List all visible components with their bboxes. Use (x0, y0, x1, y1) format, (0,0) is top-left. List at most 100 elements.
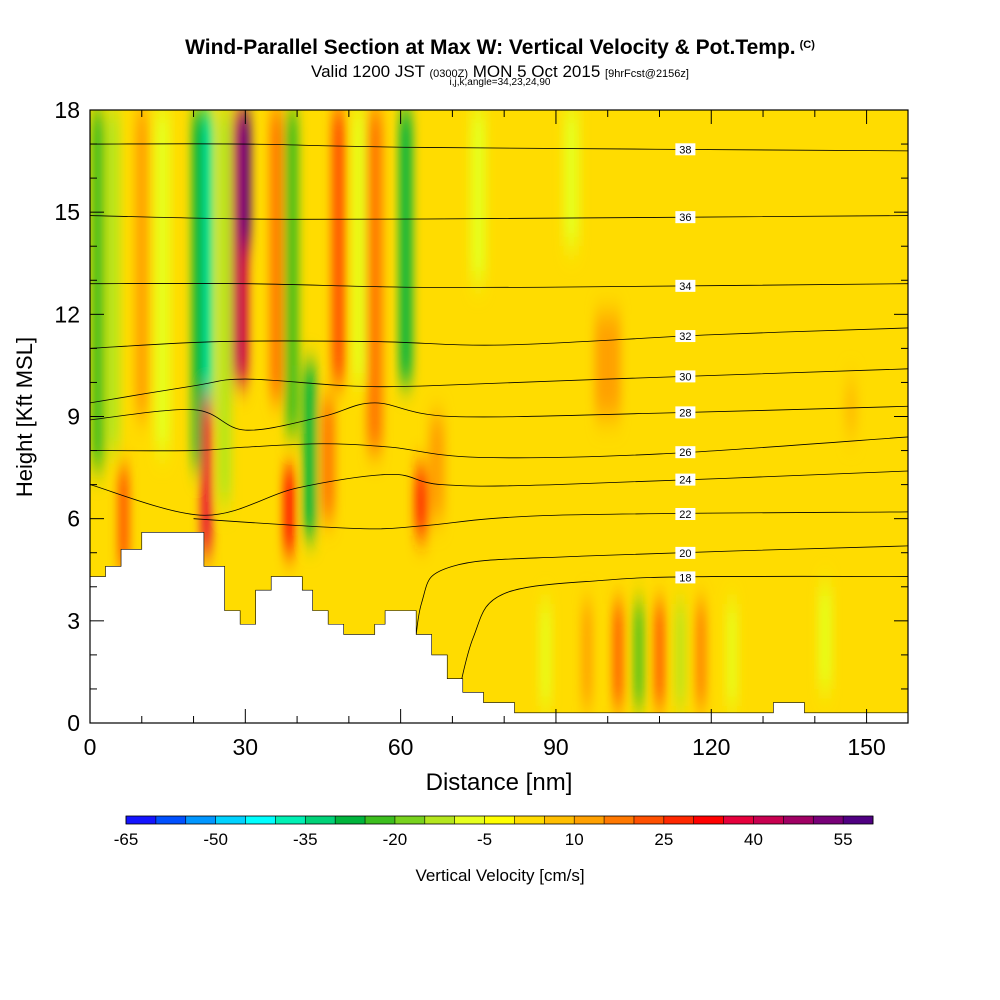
x-tick-label: 60 (388, 734, 414, 760)
x-tick-label: 30 (233, 734, 259, 760)
velocity-cell (696, 603, 706, 706)
x-tick-label: 90 (543, 734, 569, 760)
theta-contours: 18 20 22 24 26 28 30 32 34 36 38 (90, 143, 908, 723)
theta-label-box (675, 143, 696, 156)
velocity-cell (613, 603, 623, 706)
chart-subtitle: Valid 1200 JST (0300Z) MON 5 Oct 2015 [9… (311, 62, 689, 81)
velocity-cell (470, 110, 487, 281)
colorbar-swatch (275, 816, 306, 824)
y-tick-label: 3 (67, 608, 80, 634)
colorbar-swatch (723, 816, 754, 824)
colorbar-swatch (813, 816, 844, 824)
colorbar-swatch (574, 816, 605, 824)
x-tick-label: 0 (84, 734, 97, 760)
colorbar-swatch (394, 816, 426, 824)
theta-contour-line (410, 545, 908, 707)
theta-label-box (675, 508, 696, 521)
theta-label-box (675, 446, 696, 459)
colorbar-swatch (663, 816, 695, 824)
y-tick-label: 15 (54, 199, 80, 225)
x-tick-label: 120 (692, 734, 730, 760)
theta-label-box (675, 546, 696, 559)
velocity-cell (321, 399, 335, 519)
velocity-cell (675, 603, 685, 706)
theta-contour-line (90, 470, 908, 516)
velocity-cell (240, 110, 251, 247)
colorbar-swatch (365, 816, 396, 824)
velocity-cell (205, 110, 213, 417)
velocity-cell (218, 110, 232, 502)
colorbar: -65 -50 -35 -20 -5 10 25 40 55 (114, 815, 874, 849)
velocity-cell (563, 110, 580, 247)
colorbar-swatch (155, 816, 187, 824)
colorbar-swatch (126, 816, 157, 824)
theta-contour-label: 32 (679, 331, 691, 343)
colorbar-swatch (843, 816, 874, 824)
theta-contour-line (90, 327, 908, 349)
colorbar-swatch (335, 816, 366, 824)
colorbar-swatch (514, 816, 545, 824)
velocity-cell (540, 603, 551, 706)
colorbar-swatch (424, 816, 455, 824)
theta-label-box (675, 279, 696, 292)
theta-label-box (675, 211, 696, 224)
theta-label-box (675, 370, 696, 383)
velocity-cell (201, 399, 212, 553)
terrain-mask (89, 531, 909, 724)
velocity-cell (118, 467, 129, 570)
velocity-cell (654, 603, 665, 706)
velocity-cell (135, 110, 149, 417)
colorbar-tick-label: -5 (477, 830, 492, 849)
theta-contour-label: 36 (679, 212, 691, 224)
theta-contour-label: 28 (679, 407, 691, 419)
colorbar-tick-label: -35 (293, 830, 318, 849)
copyright-mark: (C) (799, 39, 815, 51)
velocity-cell (818, 586, 832, 689)
velocity-cell (285, 110, 299, 434)
chart-indices: i,j,k,angle=34,23,24,90 (449, 77, 551, 88)
theta-contour-label: 24 (679, 475, 691, 487)
velocity-cell (106, 110, 120, 451)
theta-contour-label: 18 (679, 572, 691, 584)
colorbar-swatch (245, 816, 276, 824)
velocity-cell (594, 314, 621, 417)
x-tick-label: 150 (847, 734, 885, 760)
colorbar-swatch (693, 816, 724, 824)
y-tick-label: 0 (67, 710, 80, 736)
velocity-cell (192, 110, 206, 468)
theta-label-box (675, 473, 696, 486)
colorbar-swatch (454, 816, 485, 824)
theta-contour-label: 20 (679, 548, 691, 560)
y-tick-label: 18 (54, 97, 80, 123)
colorbar-tick-label: 25 (654, 830, 673, 849)
theta-label-box (675, 330, 696, 343)
colorbar-tick-label: -20 (383, 830, 408, 849)
velocity-cell (284, 467, 295, 553)
theta-contour-line (90, 283, 908, 288)
velocity-cell (399, 110, 413, 383)
velocity-cell (91, 110, 105, 468)
velocity-cell (726, 603, 738, 706)
colorbar-swatch (633, 816, 665, 824)
theta-contour-label: 30 (679, 371, 691, 383)
velocity-cell (352, 110, 366, 383)
theta-contour-label: 26 (679, 447, 691, 459)
colorbar-label: Vertical Velocity [cm/s] (415, 866, 584, 885)
theta-label-box (675, 406, 696, 419)
colorbar-swatch (305, 816, 336, 824)
colorbar-swatch (544, 816, 575, 824)
velocity-cell (634, 603, 644, 706)
colorbar-swatch (604, 816, 635, 824)
theta-contour-line (90, 215, 908, 220)
colorbar-tick-label: 55 (834, 830, 853, 849)
theta-contour-line (452, 575, 908, 723)
velocity-cell (581, 603, 593, 706)
theta-contour-label: 22 (679, 509, 691, 521)
theta-label-box (675, 571, 696, 584)
theta-contour-line (90, 143, 908, 152)
y-tick-label: 9 (67, 404, 80, 430)
velocity-cell (303, 365, 317, 536)
colorbar-tick-label: -65 (114, 830, 139, 849)
